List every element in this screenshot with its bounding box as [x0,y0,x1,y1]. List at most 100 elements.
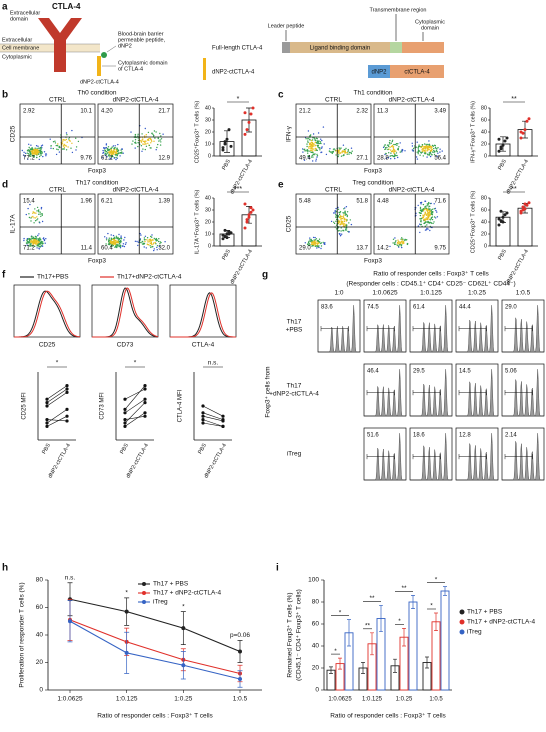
x-tick-label: PBS [119,442,130,455]
flow-event [68,138,70,140]
flow-event [349,219,351,221]
flow-event [59,146,61,148]
y-tick-label: 80 [481,195,487,201]
y-tick-label: 0 [484,153,487,159]
flow-event [433,216,436,218]
flow-event [345,147,347,150]
y-axis-label: IL-17A [10,214,17,234]
data-point [251,208,255,212]
flow-event [399,142,401,144]
flow-event [385,157,388,160]
flow-event [157,240,160,243]
quadrant-value: 11.4 [81,246,93,252]
flow-event [120,236,122,239]
flow-event [110,241,112,243]
flow-event [130,131,132,133]
pointer [106,45,117,53]
y-tick-label: 10 [205,141,211,147]
flow-event [343,151,345,153]
data-point [523,207,527,211]
flow-event [107,232,109,235]
y-tick-label: 20 [36,659,44,666]
flow-event [152,239,154,241]
flow-event [429,210,431,212]
flow-event [153,134,155,137]
flow-event [401,149,404,152]
flow-event [39,222,41,224]
gate-value: 61.4 [413,305,425,311]
flow-event [424,153,426,155]
gate-value: 46.4 [367,369,379,375]
quadrant-value: 27.1 [356,156,368,162]
flow-event [424,225,426,227]
flow-event [417,146,419,149]
gate-marker [458,454,487,460]
y-tick-label: 40 [481,219,487,225]
flow-event [390,149,392,151]
flow-event [430,147,432,150]
flow-event [316,153,318,156]
flow-event [421,144,424,146]
flow-event [29,245,31,247]
flow-event [312,137,314,139]
flow-event [143,143,145,145]
significance: * [339,609,342,616]
flow-event [402,243,404,245]
data-point [245,218,249,222]
flow-event [339,212,341,214]
flow-event [302,151,304,153]
significance: * [430,603,433,610]
flow-event [386,146,388,149]
row-label: +dNP2-ctCTLA-4 [269,391,319,398]
data-point [143,411,147,415]
flow-event [335,207,337,210]
flow-event [427,149,429,151]
flow-event [315,238,318,240]
flow-event [151,140,153,142]
flow-event [338,220,341,223]
flow-event [341,223,343,225]
flow-event [119,152,121,154]
ctla4-shape [38,18,82,72]
flow-event [28,213,30,215]
quadrant-value: 4.20 [101,109,113,115]
flow-event [428,218,431,220]
flow-event [314,147,317,150]
flow-event [155,237,157,240]
data-point [519,209,523,213]
quadrant-value: 11.3 [377,109,389,115]
flow-event [400,241,402,243]
flow-event [419,154,421,156]
gate-marker [366,390,395,396]
quadrant-value: 28.8 [377,156,389,162]
flow-event [135,142,137,144]
flow-event [343,220,346,223]
flow-event [144,239,146,241]
flow-event [314,145,316,147]
gate-value: 29.5 [413,369,425,375]
flow-event [309,149,312,151]
flow-event [30,148,32,151]
data-point [221,237,225,241]
flow-event [338,149,340,152]
flow-event [23,239,25,242]
gate-marker [458,326,487,332]
flow-event [314,141,317,144]
data-point [523,202,527,206]
flow-event [340,222,343,224]
flow-event [153,248,155,250]
flow-event [429,145,431,148]
flow-event [150,147,152,149]
label: domain [421,25,439,31]
flow-event [120,242,122,244]
flow-event [341,233,343,235]
flow-event [77,140,80,143]
flow-event [344,225,346,227]
quadrant-value: 32.0 [158,246,170,252]
flow-event [416,158,419,160]
x-tick-label: dNP2-ctCTLA-4 [229,249,254,286]
flow-event [316,138,318,140]
gate-marker [504,390,533,396]
significance: * [334,648,337,655]
flow-event [393,151,395,153]
